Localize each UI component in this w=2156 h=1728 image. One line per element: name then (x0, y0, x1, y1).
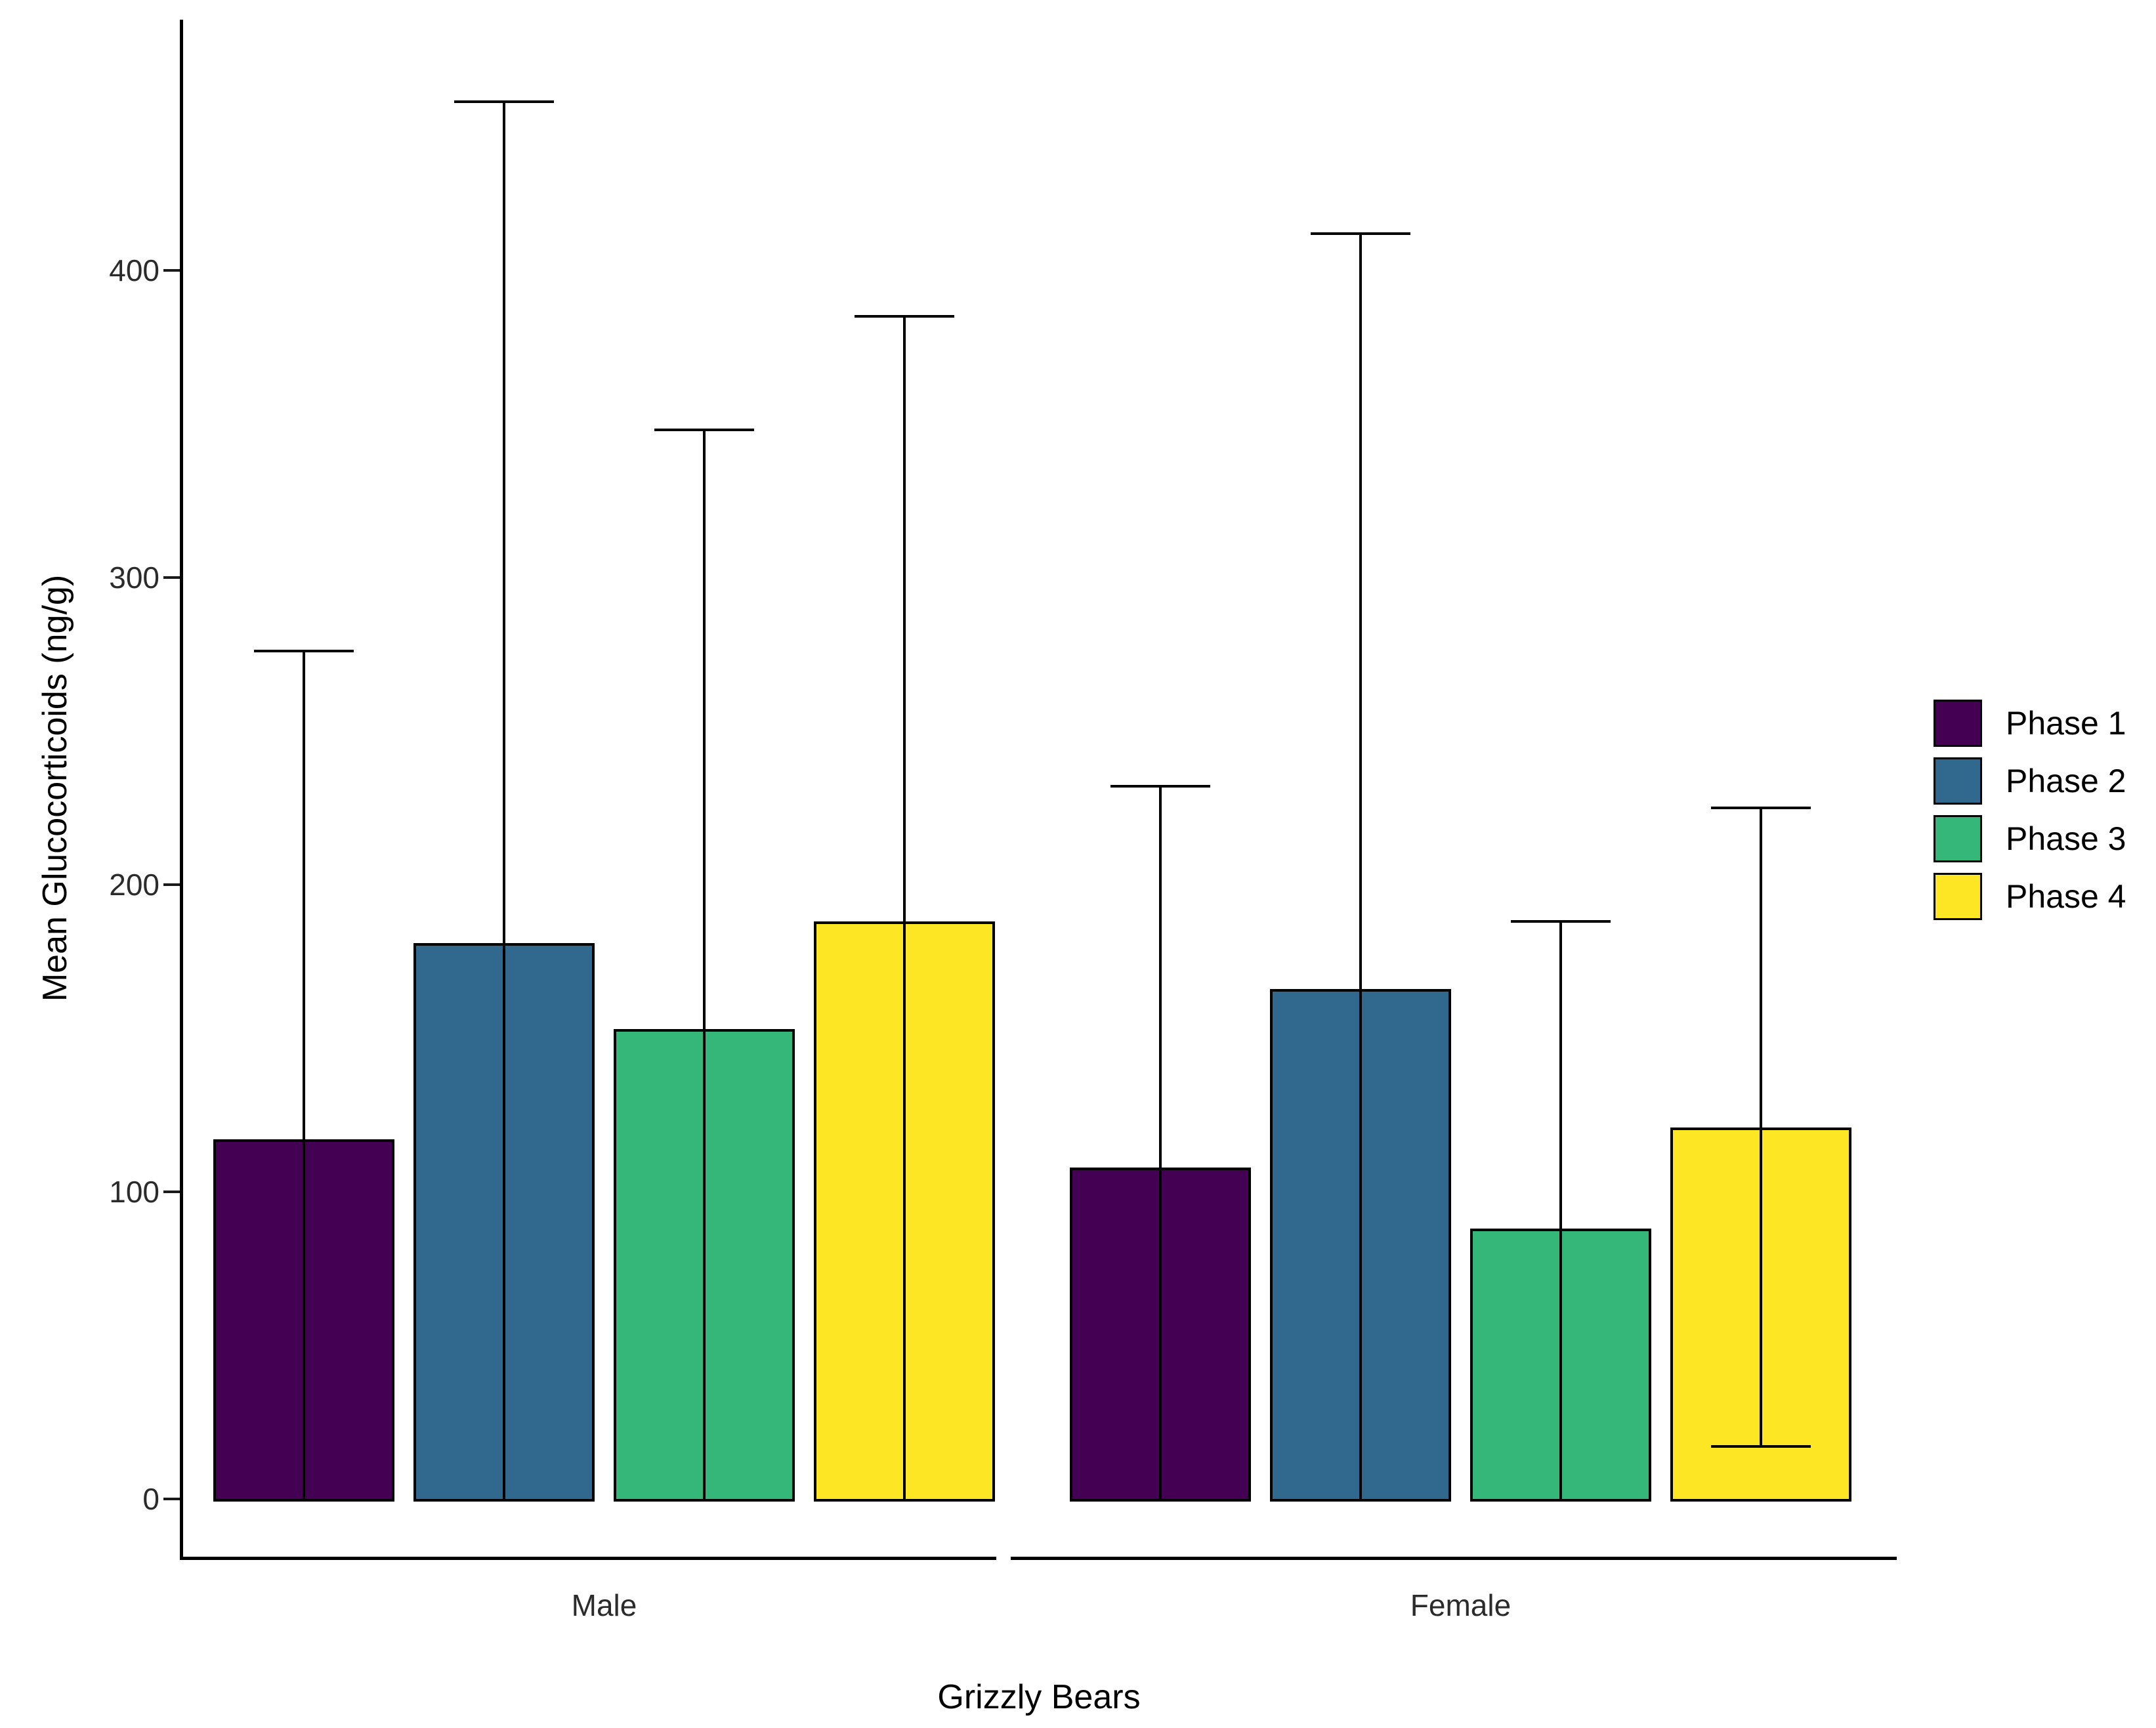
x-axis-line-segment-1 (1011, 1557, 1897, 1560)
error-bar-line-female-phase-1 (1159, 786, 1162, 1500)
error-bar-line-female-phase-4 (1760, 808, 1762, 1447)
legend-label-phase-4: Phase 4 (2006, 878, 2126, 915)
error-bar-line-male-phase-3 (703, 430, 706, 1500)
x-category-label: Female (1410, 1588, 1511, 1622)
y-tick-label: 200 (109, 868, 159, 902)
x-axis-line-segment-0 (181, 1557, 996, 1560)
legend-swatch-phase-2 (1934, 757, 1982, 805)
error-bar-line-male-phase-1 (303, 651, 305, 1500)
x-axis-title: Grizzly Bears (937, 1678, 1141, 1716)
y-tick-label: 100 (109, 1175, 159, 1209)
error-bar-upper-cap-male-phase-1 (254, 650, 354, 653)
y-tick-mark (163, 576, 180, 579)
legend-swatch-phase-1 (1934, 700, 1982, 747)
y-tick-label: 300 (109, 560, 159, 595)
error-bar-line-female-phase-3 (1559, 921, 1562, 1500)
error-bar-upper-cap-female-phase-3 (1511, 920, 1611, 923)
y-tick-mark (163, 1498, 180, 1500)
error-bar-upper-cap-female-phase-4 (1711, 807, 1811, 809)
legend-label-phase-1: Phase 1 (2006, 705, 2126, 742)
legend-swatch-phase-4 (1934, 873, 1982, 920)
y-tick-mark (163, 269, 180, 272)
error-bar-upper-cap-female-phase-1 (1110, 785, 1210, 788)
y-axis-line (180, 20, 183, 1560)
y-axis-title: Mean Glucocorticoids (ng/g) (36, 574, 74, 1002)
y-tick-mark (163, 1191, 180, 1193)
error-bar-upper-cap-female-phase-2 (1311, 232, 1410, 235)
legend-label-phase-2: Phase 2 (2006, 763, 2126, 799)
error-bar-line-male-phase-2 (503, 101, 505, 1500)
error-bar-line-female-phase-2 (1359, 233, 1362, 1500)
error-bar-upper-cap-male-phase-3 (654, 429, 754, 432)
error-bar-lower-cap-female-phase-4 (1711, 1445, 1811, 1448)
y-tick-mark (163, 883, 180, 886)
y-tick-label: 400 (109, 253, 159, 287)
error-bar-upper-cap-male-phase-2 (454, 100, 554, 103)
error-bar-upper-cap-male-phase-4 (855, 315, 954, 318)
y-tick-label: 0 (142, 1482, 159, 1516)
error-bar-line-male-phase-4 (903, 316, 906, 1500)
legend-label-phase-3: Phase 3 (2006, 820, 2126, 857)
x-category-label: Male (571, 1588, 637, 1622)
legend-swatch-phase-3 (1934, 815, 1982, 862)
